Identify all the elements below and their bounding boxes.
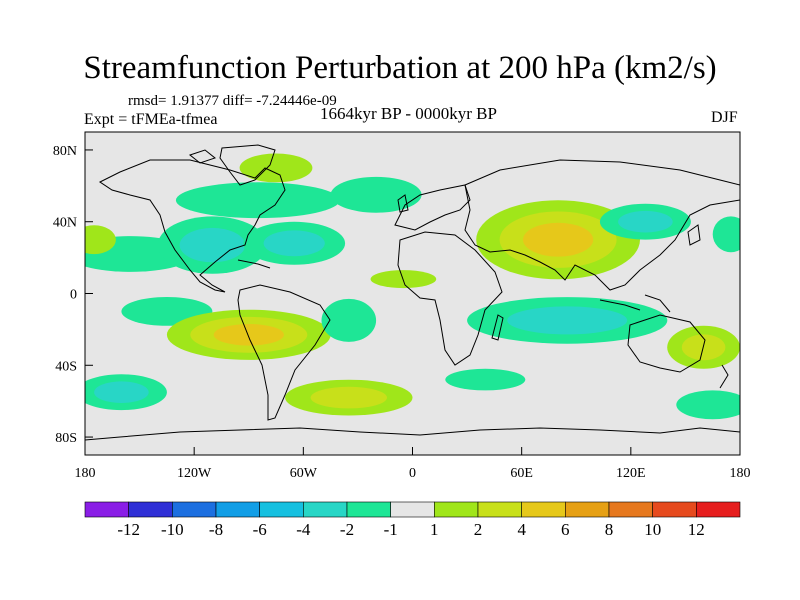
colorbar-label-2: -8: [209, 520, 223, 539]
colorbar-box-11: [565, 501, 610, 518]
anomaly-9-level-0: [712, 216, 740, 253]
period-label: 1664kyr BP - 0000kyr BP: [320, 104, 497, 123]
colorbar-box-7: [390, 501, 435, 518]
anomaly-19-level-0: [676, 390, 740, 420]
x-tick-label-5: 120E: [616, 466, 646, 481]
colorbar-label-13: 12: [688, 520, 705, 539]
anomaly-2-level-1: [179, 227, 246, 263]
y-tick-label-1: 40N: [53, 216, 77, 231]
anomaly-16-level-1: [94, 381, 149, 404]
colorbar-label-6: -1: [384, 520, 398, 539]
colorbar-label-8: 2: [474, 520, 483, 539]
anomaly-12-level-2: [213, 324, 284, 346]
x-tick-label-1: 120W: [177, 466, 212, 481]
coastlines: [85, 144, 740, 441]
colorbar-label-10: 6: [561, 520, 570, 539]
anomaly-7-level-2: [523, 222, 594, 257]
stats-text: rmsd= 1.91377 diff= -7.24446e-09: [128, 93, 337, 109]
colorbar-box-6: [346, 501, 391, 518]
colorbar-label-12: 10: [644, 520, 661, 539]
colorbar-box-0: [84, 501, 129, 518]
colorbar-box-8: [434, 501, 479, 518]
colorbar-label-7: 1: [430, 520, 439, 539]
colorbar-box-13: [652, 501, 697, 518]
anomaly-18-level-0: [445, 368, 526, 391]
anomaly-14-level-1: [507, 306, 628, 335]
colorbar-box-12: [608, 501, 653, 518]
map-background: [85, 132, 740, 455]
x-tick-label-0: 180: [75, 466, 96, 481]
experiment-label: Expt = tFMEa-tfmea: [84, 111, 218, 128]
colorbar-label-4: -4: [296, 520, 311, 539]
anomaly-5-level-0: [239, 153, 313, 183]
colorbar-label-1: -10: [161, 520, 184, 539]
y-tick-label-0: 80N: [53, 144, 77, 159]
anomaly-17-level-1: [310, 386, 387, 409]
x-tick-label-6: 180: [730, 466, 751, 481]
colorbar-box-1: [128, 501, 173, 518]
anomaly-13-level-0: [321, 298, 377, 342]
x-tick-label-4: 60E: [510, 466, 533, 481]
y-tick-label-4: 80S: [55, 431, 77, 446]
colorbar: -12 -10 -8 -6 -4 -2 -1 1 2 4 6 8 10 12: [84, 501, 741, 539]
x-tick-label-3: 0: [409, 466, 416, 481]
colorbar-label-9: 4: [517, 520, 526, 539]
colorbar-box-14: [696, 501, 741, 518]
colorbar-label-0: -12: [117, 520, 140, 539]
x-tick-label-2: 60W: [290, 466, 318, 481]
anomaly-layer: [85, 153, 740, 420]
colorbar-box-3: [215, 501, 260, 518]
y-tick-label-3: 40S: [55, 359, 77, 374]
colorbar-box-9: [477, 501, 522, 518]
anomaly-8-level-1: [618, 210, 673, 233]
colorbar-label-11: 8: [605, 520, 614, 539]
colorbar-box-4: [259, 501, 304, 518]
axes: 180 120W 60W 0 60E 120E 180 80N 40N 0 40S 80S: [53, 144, 751, 481]
chart-title: Streamfunction Perturbation at 200 hPa (…: [83, 50, 717, 86]
colorbar-label-3: -6: [253, 520, 267, 539]
anomaly-1-level-0: [85, 225, 116, 255]
anomaly-3-level-1: [263, 230, 325, 257]
y-tick-label-2: 0: [70, 288, 77, 303]
colorbar-box-2: [172, 501, 217, 518]
season-label: DJF: [711, 109, 738, 126]
colorbar-label-5: -2: [340, 520, 354, 539]
colorbar-box-10: [521, 501, 566, 518]
colorbar-box-5: [303, 501, 348, 518]
anomaly-4-level-0: [175, 182, 340, 219]
